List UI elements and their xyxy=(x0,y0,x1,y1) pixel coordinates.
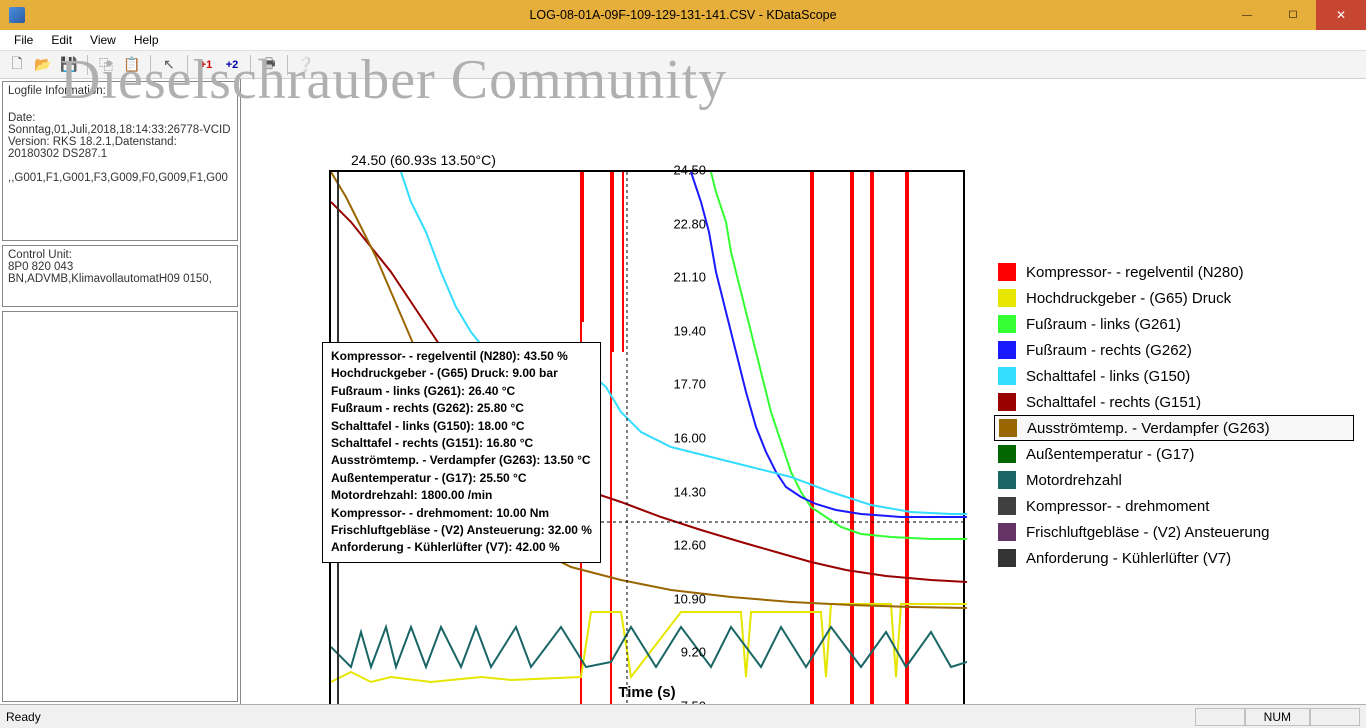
legend-label: Ausströmtemp. - Verdampfer (G263) xyxy=(1027,420,1270,437)
legend-item[interactable]: Anforderung - Kühlerlüfter (V7) xyxy=(994,545,1354,571)
chart-area[interactable]: Ausströmtemp. - Verdampfer (G263) Time (… xyxy=(241,79,1366,704)
legend-item[interactable]: Hochdruckgeber - (G65) Druck xyxy=(994,285,1354,311)
legend-item[interactable]: Frischluftgebläse - (V2) Ansteuerung xyxy=(994,519,1354,545)
x-axis-label: Time (s) xyxy=(618,684,675,701)
info-line: Sonntag,01,Juli,2018,18:14:33:26778-VCID xyxy=(8,124,232,136)
legend-label: Anforderung - Kühlerlüfter (V7) xyxy=(1026,550,1231,567)
y-tick: 12.60 xyxy=(673,538,706,553)
info-line: Control Unit: xyxy=(8,249,232,261)
legend: Kompressor- - regelventil (N280) Hochdruc… xyxy=(994,259,1354,571)
y-tick: 14.30 xyxy=(673,484,706,499)
legend-swatch xyxy=(998,367,1016,385)
legend-item[interactable]: Fußraum - rechts (G262) xyxy=(994,337,1354,363)
legend-label: Fußraum - rechts (G262) xyxy=(1026,342,1192,359)
legend-label: Motordrehzahl xyxy=(1026,472,1122,489)
toolbar-sep xyxy=(287,55,288,75)
legend-swatch xyxy=(998,497,1016,515)
y-tick: 22.80 xyxy=(673,216,706,231)
legend-item[interactable]: Motordrehzahl xyxy=(994,467,1354,493)
paste-icon[interactable]: 📋 xyxy=(121,54,143,76)
cursor-icon[interactable]: ↖ xyxy=(158,54,180,76)
legend-item[interactable]: Schalttafel - rechts (G151) xyxy=(994,389,1354,415)
toolbar-sep xyxy=(87,55,88,75)
menu-help[interactable]: Help xyxy=(126,31,167,49)
save-icon[interactable]: 💾 xyxy=(58,54,80,76)
legend-label: Fußraum - links (G261) xyxy=(1026,316,1181,333)
y-tick: 24.50 xyxy=(673,163,706,178)
toolbar: 🗋 📂 💾 ⿻ 📋 ↖ +1 +2 🖶 ❔ xyxy=(0,51,1366,79)
legend-swatch xyxy=(998,341,1016,359)
legend-item[interactable]: Kompressor- - regelventil (N280) xyxy=(994,259,1354,285)
y-tick: 9.20 xyxy=(681,645,706,660)
y-tick: 21.10 xyxy=(673,270,706,285)
status-cell xyxy=(1195,708,1245,726)
info-line: BN,ADVMB,KlimavollautomatH09 0150, xyxy=(8,273,232,285)
panel-title: Logfile Information: xyxy=(8,85,232,97)
menu-bar: File Edit View Help xyxy=(0,30,1366,51)
legend-swatch xyxy=(998,393,1016,411)
toolbar-sep xyxy=(250,55,251,75)
legend-label: Hochdruckgeber - (G65) Druck xyxy=(1026,290,1231,307)
maximize-button[interactable]: ☐ xyxy=(1270,0,1316,30)
menu-edit[interactable]: Edit xyxy=(43,31,80,49)
menu-file[interactable]: File xyxy=(6,31,41,49)
legend-item[interactable]: Kompressor- - drehmoment xyxy=(994,493,1354,519)
window-title: LOG-08-01A-09F-109-129-131-141.CSV - KDa… xyxy=(0,8,1366,22)
info-line: ,,G001,F1,G001,F3,G009,F0,G009,F1,G00 xyxy=(8,172,232,184)
legend-swatch xyxy=(998,523,1016,541)
title-bar: LOG-08-01A-09F-109-129-131-141.CSV - KDa… xyxy=(0,0,1366,30)
copy-icon[interactable]: ⿻ xyxy=(95,54,117,76)
main-content: Logfile Information: Date: Sonntag,01,Ju… xyxy=(0,79,1366,704)
info-line: Version: RKS 18.2.1,Datenstand: xyxy=(8,136,232,148)
cursor-readout: 24.50 (60.93s 13.50°C) xyxy=(351,152,496,168)
legend-swatch xyxy=(999,419,1017,437)
legend-label: Frischluftgebläse - (V2) Ansteuerung xyxy=(1026,524,1269,541)
menu-view[interactable]: View xyxy=(82,31,124,49)
logfile-info-panel: Logfile Information: Date: Sonntag,01,Ju… xyxy=(2,81,238,241)
control-unit-panel: Control Unit: 8P0 820 043 BN,ADVMB,Klima… xyxy=(2,245,238,307)
status-bar: Ready NUM xyxy=(0,704,1366,728)
new-icon[interactable]: 🗋 xyxy=(6,54,28,76)
toolbar-sep xyxy=(187,55,188,75)
legend-label: Kompressor- - regelventil (N280) xyxy=(1026,264,1244,281)
app-icon xyxy=(9,7,25,23)
legend-swatch xyxy=(998,263,1016,281)
toolbar-sep xyxy=(150,55,151,75)
info-line: 20180302 DS287.1 xyxy=(8,148,232,160)
status-text: Ready xyxy=(6,710,41,724)
legend-item[interactable]: Ausströmtemp. - Verdampfer (G263) xyxy=(994,415,1354,441)
legend-swatch xyxy=(998,289,1016,307)
legend-item[interactable]: Fußraum - links (G261) xyxy=(994,311,1354,337)
legend-swatch xyxy=(998,471,1016,489)
y-tick: 17.70 xyxy=(673,377,706,392)
close-button[interactable]: ✕ xyxy=(1316,0,1366,30)
open-icon[interactable]: 📂 xyxy=(32,54,54,76)
legend-item[interactable]: Schalttafel - links (G150) xyxy=(994,363,1354,389)
info-line: Date: xyxy=(8,112,232,124)
status-cell xyxy=(1310,708,1360,726)
legend-label: Kompressor- - drehmoment xyxy=(1026,498,1209,515)
legend-label: Außentemperatur - (G17) xyxy=(1026,446,1194,463)
y-tick: 16.00 xyxy=(673,431,706,446)
plus1-button[interactable]: +1 xyxy=(195,54,217,76)
empty-panel xyxy=(2,311,238,702)
y-tick: 19.40 xyxy=(673,323,706,338)
legend-label: Schalttafel - rechts (G151) xyxy=(1026,394,1201,411)
info-line: 8P0 820 043 xyxy=(8,261,232,273)
cursor-tooltip: Kompressor- - regelventil (N280): 43.50 … xyxy=(322,342,601,563)
legend-swatch xyxy=(998,445,1016,463)
sidebar: Logfile Information: Date: Sonntag,01,Ju… xyxy=(0,79,241,704)
plus2-button[interactable]: +2 xyxy=(221,54,243,76)
about-icon[interactable]: ❔ xyxy=(295,54,317,76)
legend-swatch xyxy=(998,549,1016,567)
y-tick: 10.90 xyxy=(673,591,706,606)
minimize-button[interactable]: — xyxy=(1224,0,1270,30)
legend-label: Schalttafel - links (G150) xyxy=(1026,368,1190,385)
legend-swatch xyxy=(998,315,1016,333)
status-num: NUM xyxy=(1245,708,1310,726)
print-icon[interactable]: 🖶 xyxy=(258,54,280,76)
legend-item[interactable]: Außentemperatur - (G17) xyxy=(994,441,1354,467)
